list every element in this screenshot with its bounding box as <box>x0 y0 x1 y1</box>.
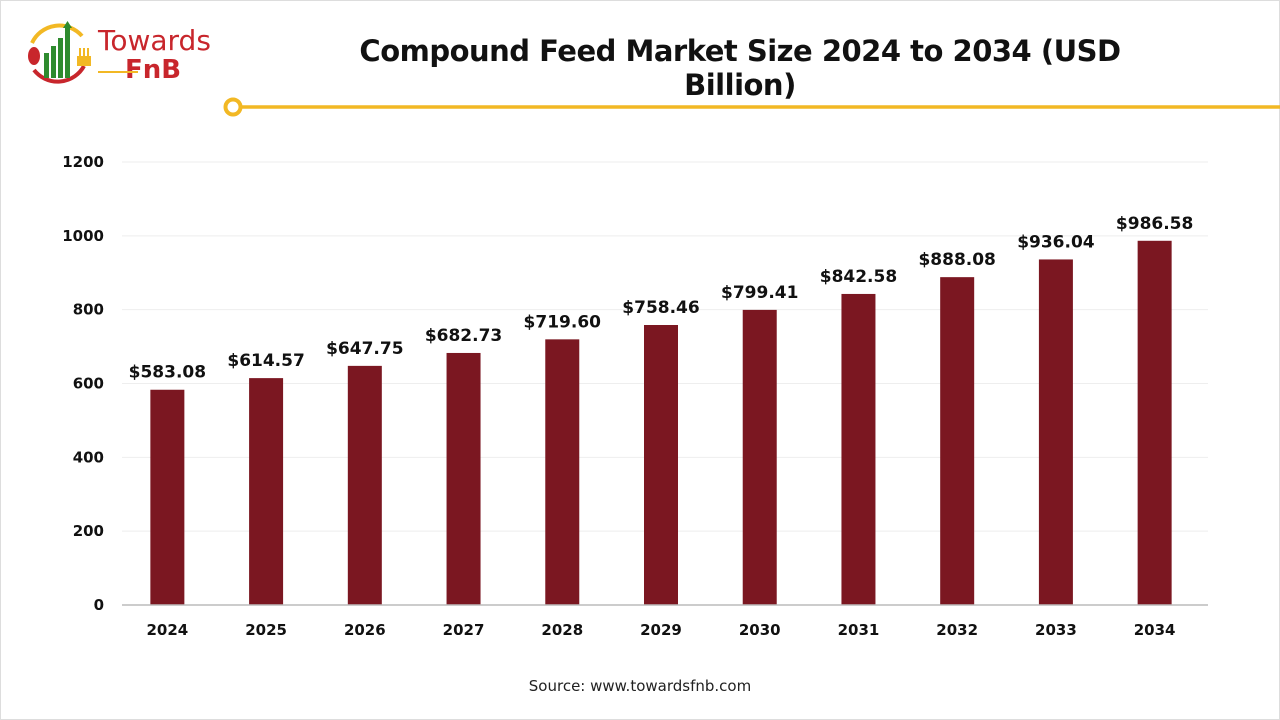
logo-subtext: FnB <box>124 55 182 85</box>
y-tick-label: 1200 <box>62 153 104 171</box>
data-label: $614.57 <box>227 351 304 371</box>
data-label: $888.08 <box>918 250 995 270</box>
logo-text: Towards <box>98 24 211 57</box>
data-label: $719.60 <box>524 312 602 332</box>
bar-2034 <box>1137 240 1172 606</box>
y-tick-label: 800 <box>73 301 104 319</box>
x-tick-label: 2033 <box>1035 621 1077 639</box>
data-label: $842.58 <box>820 267 897 287</box>
y-tick-label: 400 <box>73 448 104 466</box>
x-tick-label: 2028 <box>541 621 583 639</box>
y-tick-label: 1000 <box>62 227 104 245</box>
logo-icon <box>28 21 91 84</box>
x-tick-label: 2032 <box>936 621 978 639</box>
x-tick-label: 2034 <box>1134 621 1176 639</box>
source-note: Source: www.towardsfnb.com <box>528 677 752 695</box>
y-tick-label: 0 <box>94 596 104 614</box>
bar-2026 <box>347 365 382 605</box>
x-tick-label: 2029 <box>640 621 682 639</box>
bar-2030 <box>742 309 777 605</box>
bar-2029 <box>644 325 678 605</box>
bar-2024 <box>150 389 185 605</box>
data-label: $583.08 <box>129 363 206 383</box>
data-label: $986.58 <box>1116 214 1193 234</box>
data-label: $799.41 <box>721 283 798 303</box>
y-tick-label: 200 <box>73 522 104 540</box>
y-tick-label: 600 <box>73 375 104 393</box>
data-label: $758.46 <box>622 298 699 318</box>
data-label: $647.75 <box>326 339 403 359</box>
x-tick-label: 2026 <box>344 621 386 639</box>
x-tick-label: 2025 <box>245 621 287 639</box>
bar-2032 <box>940 277 975 605</box>
bar-2028 <box>545 339 580 605</box>
bar-2031 <box>841 293 876 605</box>
bar-2027 <box>446 352 481 605</box>
x-tick-label: 2024 <box>146 621 188 639</box>
chart-title: Compound Feed Market Size 2024 to 2034 (… <box>359 34 1121 102</box>
bar-2025 <box>249 378 284 605</box>
x-tick-label: 2031 <box>838 621 880 639</box>
bar-2033 <box>1038 259 1073 605</box>
x-tick-label: 2027 <box>443 621 485 639</box>
rule-dot-icon <box>223 97 243 117</box>
x-tick-label: 2030 <box>739 621 781 639</box>
data-label: $936.04 <box>1017 232 1095 252</box>
data-label: $682.73 <box>425 326 502 346</box>
